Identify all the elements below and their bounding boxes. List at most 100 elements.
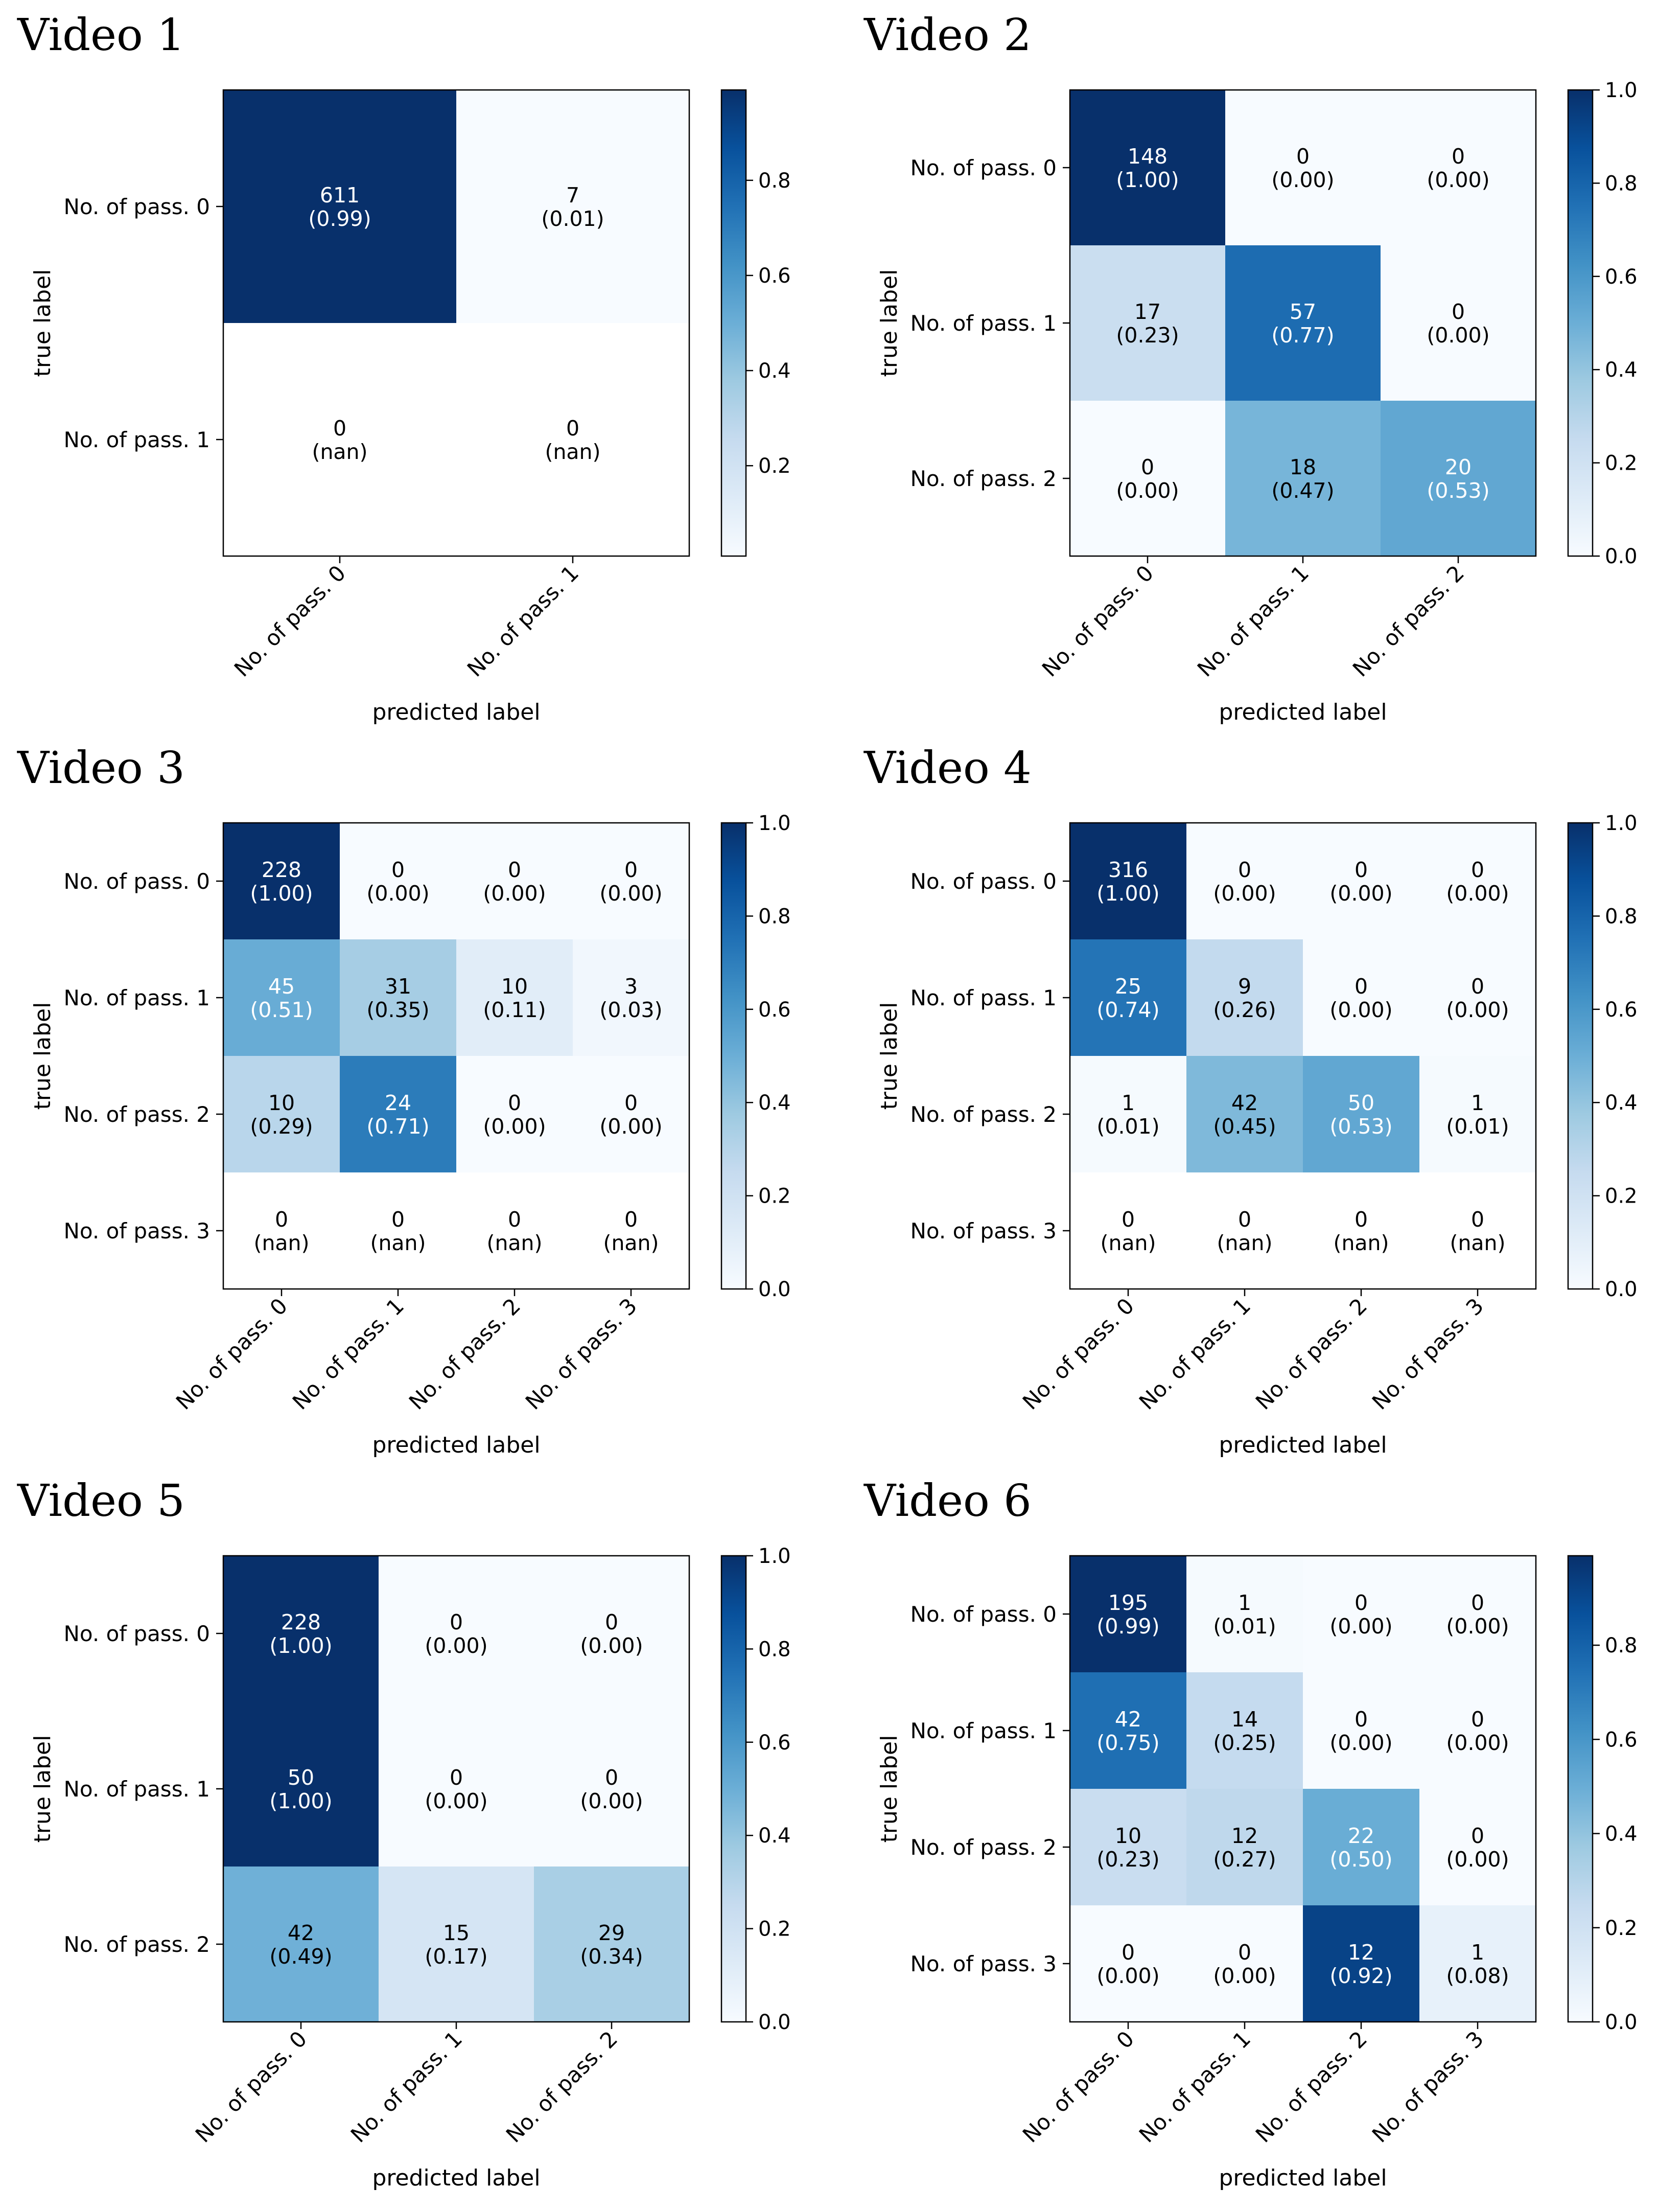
- y-tick-label: No. of pass. 0: [910, 869, 1057, 894]
- colorbar: [721, 823, 746, 1289]
- heatmap-cell: [1186, 1056, 1303, 1173]
- cell-count-label: 50: [288, 1765, 314, 1790]
- cell-count-label: 0: [605, 1765, 618, 1790]
- colorbar-frame: [1567, 89, 1594, 557]
- heatmap-frame: [222, 822, 690, 1290]
- cell-count-label: 0: [1238, 858, 1251, 882]
- x-tick-label: No. of pass. 1: [288, 1293, 409, 1414]
- cell-count-label: 0: [624, 1091, 638, 1115]
- cell-count-label: 12: [1231, 1824, 1258, 1848]
- y-tick-label: No. of pass. 3: [910, 1951, 1057, 1976]
- cell-ratio-label: (0.26): [1213, 998, 1276, 1022]
- x-axis-label: predicted label: [372, 699, 540, 725]
- heatmap-cell: [1186, 1905, 1303, 2022]
- x-tick-label: No. of pass. 0: [191, 2026, 312, 2147]
- heatmap-cell: [1419, 1672, 1536, 1789]
- cell-count-label: 1: [1471, 1091, 1484, 1115]
- heatmap-cell: [1186, 939, 1303, 1056]
- cell-count-label: 9: [1238, 974, 1251, 999]
- cell-count-label: 0: [605, 1610, 618, 1634]
- y-tick-label: No. of pass. 1: [64, 985, 211, 1010]
- colorbar-tick-label: 0.2: [758, 1185, 791, 1208]
- heatmap-cell: [1186, 1556, 1303, 1673]
- y-tick-label: No. of pass. 2: [64, 1932, 211, 1957]
- cell-ratio-label: (0.00): [599, 881, 662, 906]
- cell-count-label: 0: [1238, 1207, 1251, 1232]
- x-tick-label: No. of pass. 0: [171, 1293, 292, 1414]
- heatmap-cell: [1070, 1672, 1187, 1789]
- cell-ratio-label: (0.00): [1213, 881, 1276, 906]
- cell-ratio-label: (nan): [1450, 1231, 1505, 1255]
- cell-count-label: 0: [1355, 974, 1368, 999]
- heatmap-cell: [1303, 1056, 1420, 1173]
- colorbar-tick-label: 0.6: [758, 264, 791, 288]
- colorbar: [721, 1556, 746, 2022]
- colorbar-tick-label: 1.0: [1605, 79, 1638, 102]
- cell-count-label: 228: [262, 858, 301, 882]
- cell-ratio-label: (0.23): [1116, 323, 1179, 348]
- colorbar-tick-label: 0.6: [1605, 998, 1638, 1022]
- cell-count-label: 0: [1296, 144, 1310, 169]
- colorbar-frame: [1567, 1555, 1594, 2023]
- heatmap-cell: [223, 939, 340, 1056]
- cell-ratio-label: (0.17): [425, 1944, 487, 1969]
- heatmap-cell: [1419, 1789, 1536, 1906]
- confusion-matrix-panel: Video 3228(1.00)0(0.00)0(0.00)0(0.00)45(…: [17, 743, 791, 1458]
- colorbar-tick-label: 0.0: [758, 1278, 791, 1301]
- colorbar-tick-label: 0.4: [758, 359, 791, 383]
- cell-count-label: 12: [1348, 1940, 1374, 1965]
- y-tick-label: No. of pass. 1: [64, 427, 211, 452]
- cell-count-label: 7: [566, 183, 579, 208]
- confusion-matrix-panel: Video 6195(0.99)1(0.01)0(0.00)0(0.00)42(…: [863, 1476, 1638, 2191]
- heatmap-cell: [1186, 1672, 1303, 1789]
- cell-ratio-label: (0.00): [1446, 998, 1509, 1022]
- cell-ratio-label: (0.00): [425, 1789, 487, 1813]
- heatmap-cell: [223, 1867, 379, 2022]
- heatmap-cell: [1419, 1172, 1536, 1289]
- heatmap-cell: [573, 1056, 690, 1173]
- heatmap-cell: [1225, 245, 1381, 401]
- cell-count-label: 3: [624, 974, 638, 999]
- heatmap-cell: [1186, 1789, 1303, 1906]
- panel-title: Video 2: [863, 10, 1032, 61]
- heatmap-cell: [223, 90, 457, 324]
- x-tick-label: No. of pass. 2: [404, 1293, 525, 1414]
- cell-count-label: 0: [508, 1091, 521, 1115]
- cell-count-label: 42: [288, 1921, 314, 1945]
- cell-count-label: 0: [1122, 1207, 1135, 1232]
- heatmap-cell: [1419, 823, 1536, 940]
- heatmap-cell: [456, 823, 573, 940]
- cell-ratio-label: (0.00): [580, 1633, 643, 1658]
- y-tick-label: No. of pass. 0: [64, 194, 211, 219]
- x-tick-label: No. of pass. 0: [1018, 1293, 1139, 1414]
- cell-ratio-label: (0.00): [1329, 1731, 1392, 1755]
- cell-count-label: 0: [1141, 455, 1154, 479]
- colorbar-tick-label: 1.0: [758, 812, 791, 835]
- cell-count-label: 0: [1471, 1824, 1484, 1848]
- cell-count-label: 0: [1471, 974, 1484, 999]
- y-axis-label: true label: [30, 1735, 56, 1843]
- cell-ratio-label: (0.45): [1213, 1114, 1276, 1139]
- cell-ratio-label: (0.74): [1096, 998, 1159, 1022]
- heatmap-cell: [1419, 1056, 1536, 1173]
- y-axis-label: true label: [876, 1002, 902, 1110]
- cell-ratio-label: (0.92): [1329, 1964, 1392, 1988]
- heatmap-cell: [1381, 401, 1536, 557]
- cell-ratio-label: (1.00): [1116, 168, 1179, 192]
- cell-ratio-label: (0.00): [1446, 1731, 1509, 1755]
- cell-count-label: 611: [320, 183, 360, 208]
- colorbar-tick-label: 0.8: [1605, 905, 1638, 928]
- colorbar-tick-label: 0.4: [758, 1824, 791, 1848]
- heatmap-cell: [1303, 1905, 1420, 2022]
- x-tick-label: No. of pass. 3: [521, 1293, 642, 1414]
- colorbar-tick-label: 0.4: [758, 1091, 791, 1115]
- cell-ratio-label: (0.00): [483, 881, 546, 906]
- heatmap-cell: [573, 939, 690, 1056]
- cell-count-label: 15: [443, 1921, 470, 1945]
- cell-count-label: 228: [281, 1610, 321, 1634]
- cell-ratio-label: (0.50): [1329, 1847, 1392, 1872]
- cell-ratio-label: (0.01): [541, 206, 604, 231]
- y-tick-label: No. of pass. 1: [910, 311, 1057, 336]
- confusion-matrix-panel: Video 4316(1.00)0(0.00)0(0.00)0(0.00)25(…: [863, 743, 1638, 1458]
